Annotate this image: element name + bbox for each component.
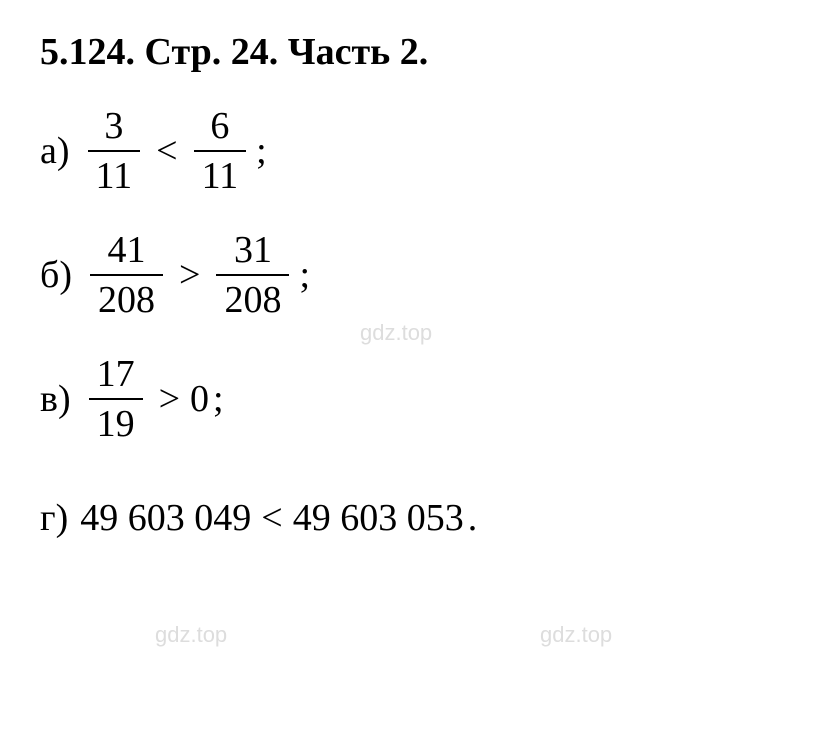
problem-c: в) 17 19 > 0 ; (40, 352, 781, 446)
page-label: Стр. 24. (145, 31, 279, 73)
fraction-left: 3 11 (88, 104, 141, 198)
right-value: 0 (190, 377, 209, 421)
problem-number: 5.124. (40, 31, 135, 73)
problem-d: г) 49 603 049 < 49 603 053 . (40, 496, 781, 540)
numerator: 6 (202, 104, 237, 150)
comparison-operator: < (261, 496, 282, 540)
problem-label: г) (40, 496, 68, 540)
numerator: 41 (100, 228, 154, 274)
problem-label: б) (40, 253, 72, 297)
denominator: 19 (89, 398, 143, 446)
denominator: 208 (216, 274, 289, 322)
comparison-operator: > (159, 377, 180, 421)
problem-label: а) (40, 129, 70, 173)
fraction-right: 6 11 (194, 104, 247, 198)
problem-label: в) (40, 377, 71, 421)
comparison-operator: < (156, 129, 177, 173)
left-value: 49 603 049 (80, 496, 251, 540)
fraction-right: 31 208 (216, 228, 289, 322)
denominator: 208 (90, 274, 163, 322)
watermark: gdz.top (155, 622, 227, 648)
numerator: 3 (96, 104, 131, 150)
problem-a: а) 3 11 < 6 11 ; (40, 104, 781, 198)
watermark: gdz.top (540, 622, 612, 648)
comparison-operator: > (179, 253, 200, 297)
fraction-left: 17 19 (89, 352, 143, 446)
problem-b: б) 41 208 > 31 208 ; (40, 228, 781, 322)
numerator: 31 (226, 228, 280, 274)
document-header: 5.124. Стр. 24. Часть 2. (40, 30, 781, 74)
right-value: 49 603 053 (293, 496, 464, 540)
numerator: 17 (89, 352, 143, 398)
document-content: 5.124. Стр. 24. Часть 2. а) 3 11 < 6 11 … (40, 30, 781, 540)
trailing-punctuation: ; (299, 253, 310, 297)
denominator: 11 (88, 150, 141, 198)
trailing-punctuation: ; (213, 377, 224, 421)
trailing-punctuation: ; (256, 129, 267, 173)
trailing-punctuation: . (468, 496, 478, 540)
part-label: Часть 2. (288, 31, 429, 73)
fraction-left: 41 208 (90, 228, 163, 322)
denominator: 11 (194, 150, 247, 198)
